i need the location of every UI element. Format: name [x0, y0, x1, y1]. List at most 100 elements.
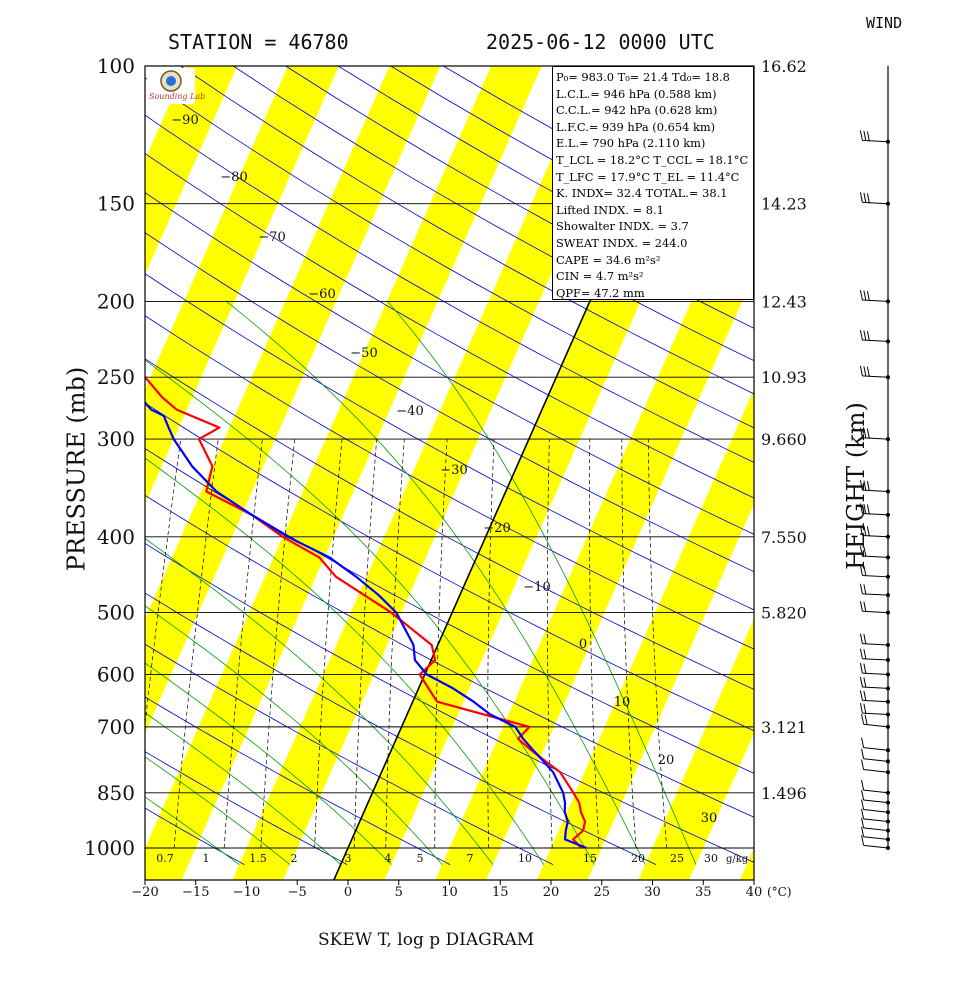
pressure-tick-label: 250 [97, 365, 135, 389]
wind-barb [860, 703, 890, 716]
mixing-ratio-label: 3 [345, 852, 352, 865]
wind-title: WIND [866, 14, 902, 32]
pressure-tick-label: 700 [97, 715, 135, 739]
x-unit-label: (°C) [767, 885, 792, 899]
x-tick-label: 10 [441, 885, 458, 900]
pressure-tick-label: 300 [97, 427, 135, 451]
height-tick-label: 1.496 [761, 784, 807, 803]
wind-barb [862, 749, 890, 764]
wind-barb-shaft [864, 828, 888, 831]
wind-barb-feather [864, 704, 866, 714]
mixing-ratio-label: 7 [467, 852, 474, 865]
info-line: L.F.C.= 939 hPa (0.654 km) [556, 119, 750, 136]
wind-barb-feather [867, 131, 869, 141]
pressure-tick-label: 150 [97, 192, 135, 216]
isotherm-label: −60 [308, 287, 335, 302]
pressure-tick-label: 500 [97, 601, 135, 625]
x-tick-label: 5 [395, 885, 403, 900]
mixing-ratio-label: 25 [670, 852, 684, 865]
isotherm-label: −20 [483, 521, 510, 536]
isotherm-label: −70 [258, 230, 285, 245]
x-tick-label: −10 [233, 885, 260, 900]
height-tick-label: 16.62 [761, 57, 807, 76]
info-line: P₀= 983.0 T₀= 21.4 Td₀= 18.8 [556, 69, 750, 86]
isotherm-label: −80 [220, 170, 247, 185]
wind-barb-feather [864, 691, 866, 701]
isotherm-label: 20 [658, 753, 675, 768]
wind-barb [860, 634, 890, 647]
wind-barb [860, 649, 890, 662]
wind-barb [862, 760, 890, 775]
sounding-logo: Sounding Lab [147, 68, 195, 104]
wind-barb-shaft [864, 800, 888, 803]
wind-barb [860, 192, 890, 205]
info-line: CAPE = 34.6 m²s² [556, 252, 750, 269]
mixing-ratio-label: 20 [631, 852, 645, 865]
wind-barb-shaft [864, 790, 888, 793]
wind-barb [862, 738, 890, 753]
wind-barb-feather [862, 809, 864, 819]
wind-barb [862, 780, 890, 795]
wind-barb-feather [864, 584, 866, 594]
x-tick-label: −15 [182, 885, 209, 900]
info-line: C.C.L.= 942 hPa (0.628 km) [556, 102, 750, 119]
wind-barb-feather [860, 663, 862, 673]
wind-barb-feather [862, 760, 864, 770]
mixing-ratio-label: 2 [291, 852, 298, 865]
wind-barb-shaft [864, 748, 888, 751]
wind-barb-feather [862, 790, 864, 800]
info-line: T_LCL = 18.2°C T_CCL = 18.1°C [556, 152, 750, 169]
wind-barb-feather [867, 193, 869, 203]
pressure-tick-label: 400 [97, 525, 135, 549]
datetime-label: 2025-06-12 0000 UTC [486, 30, 715, 54]
info-line: K. INDX= 32.4 TOTAL.= 38.1 [556, 185, 750, 202]
wind-barb [862, 835, 890, 850]
wind-barb [860, 584, 890, 597]
wind-barb-feather [864, 366, 866, 376]
x-tick-label: −20 [131, 885, 158, 900]
wind-barb-feather [862, 738, 864, 748]
wind-barb [860, 366, 890, 379]
x-tick-label: 15 [492, 885, 509, 900]
pressure-tick-label: 600 [97, 663, 135, 687]
height-tick-label: 12.43 [761, 292, 807, 311]
isotherm-band [0, 26, 52, 920]
height-tick-label: 9.660 [761, 430, 807, 449]
mixing-ratio-label: 1 [203, 852, 210, 865]
x-tick-label: 40 [746, 885, 763, 900]
height-tick-label: 14.23 [761, 195, 807, 214]
wind-barb-shaft [864, 819, 888, 822]
stability-indices-box: P₀= 983.0 T₀= 21.4 Td₀= 18.8 L.C.L.= 946… [552, 66, 754, 300]
wind-barb-feather [867, 367, 869, 377]
info-line: L.C.L.= 946 hPa (0.588 km) [556, 86, 750, 103]
wind-barb-feather [862, 780, 864, 790]
wind-barb-feather [860, 703, 862, 713]
pressure-axis-title: PRESSURE (mb) [62, 367, 90, 572]
wind-barb-shaft [864, 837, 888, 840]
pressure-tick-label: 200 [97, 289, 135, 313]
info-line: SWEAT INDX. = 244.0 [556, 235, 750, 252]
info-line: Showalter INDX. = 3.7 [556, 218, 750, 235]
wind-barb-feather [864, 602, 866, 612]
height-tick-label: 3.121 [761, 718, 807, 737]
isotherm-label: −40 [396, 404, 423, 419]
wind-barb-feather [862, 714, 864, 724]
wind-barb-feather [860, 584, 862, 594]
x-tick-label: 35 [695, 885, 712, 900]
pressure-tick-label: 100 [97, 54, 135, 78]
info-line: QPF= 47.2 mm [556, 285, 750, 302]
mixing-ratio-unit: g/kg [726, 854, 749, 865]
wind-barb-feather [864, 649, 866, 659]
wind-barb-shaft [864, 810, 888, 813]
height-axis-title: HEIGHT (km) [842, 402, 870, 570]
wind-barb [860, 690, 890, 703]
wind-barb-feather [860, 330, 862, 340]
wind-barb [860, 130, 890, 143]
mixing-ratio-label: 4 [385, 852, 392, 865]
bottom-title: SKEW T, log p DIAGRAM [318, 930, 534, 950]
wind-barb [862, 714, 890, 729]
pressure-tick-label: 1000 [84, 836, 135, 860]
logo-text: Sounding Lab [149, 92, 205, 101]
wind-barb-feather [864, 634, 866, 644]
